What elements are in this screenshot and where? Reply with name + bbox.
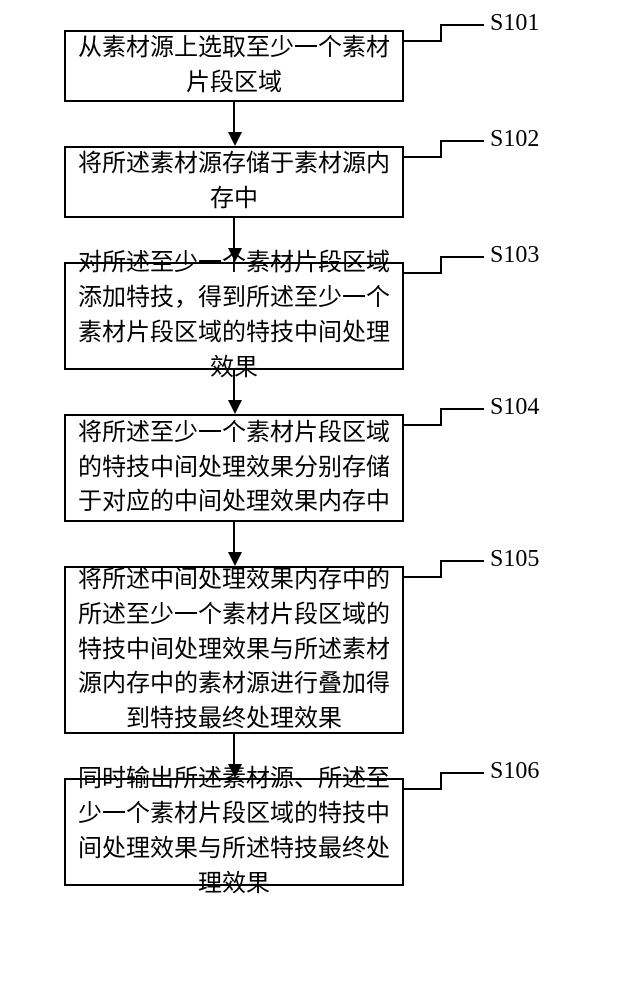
step-label-s105: S105 — [490, 546, 539, 573]
leader-line — [404, 424, 440, 426]
arrow-head-icon — [228, 132, 242, 146]
leader-line — [440, 408, 484, 410]
leader-line — [440, 24, 484, 26]
leader-line — [404, 40, 440, 42]
arrow-head-icon — [228, 248, 242, 262]
leader-line — [440, 256, 442, 274]
flow-node-text: 将所述中间处理效果内存中的所述至少一个素材片段区域的特技中间处理效果与所述素材源… — [76, 563, 392, 737]
arrow-shaft — [233, 734, 235, 764]
arrow-head-icon — [228, 764, 242, 778]
leader-line — [440, 140, 442, 158]
arrow-shaft — [233, 102, 235, 132]
arrow-shaft — [233, 522, 235, 552]
step-label-s103: S103 — [490, 242, 539, 269]
leader-line — [440, 408, 442, 426]
arrow-shaft — [233, 370, 235, 400]
step-label-s104: S104 — [490, 394, 539, 421]
leader-line — [440, 560, 442, 578]
flow-node-s102: 将所述素材源存储于素材源内存中 — [64, 146, 404, 218]
flow-node-s105: 将所述中间处理效果内存中的所述至少一个素材片段区域的特技中间处理效果与所述素材源… — [64, 566, 404, 734]
leader-line — [404, 272, 440, 274]
arrow-head-icon — [228, 400, 242, 414]
flow-node-s101: 从素材源上选取至少一个素材片段区域 — [64, 30, 404, 102]
leader-line — [440, 772, 484, 774]
flow-node-text: 同时输出所述素材源、所述至少一个素材片段区域的特技中间处理效果与所述特技最终处理… — [76, 762, 392, 901]
leader-line — [404, 156, 440, 158]
step-label-s102: S102 — [490, 126, 539, 153]
flowchart-canvas: 从素材源上选取至少一个素材片段区域 S101 将所述素材源存储于素材源内存中 S102… — [0, 0, 618, 1000]
leader-line — [440, 256, 484, 258]
leader-line — [404, 788, 440, 790]
leader-line — [404, 576, 440, 578]
arrow-head-icon — [228, 552, 242, 566]
leader-line — [440, 24, 442, 42]
flow-node-text: 对所述至少一个素材片段区域添加特技，得到所述至少一个素材片段区域的特技中间处理效… — [76, 246, 392, 385]
flow-node-text: 从素材源上选取至少一个素材片段区域 — [76, 31, 392, 101]
step-label-s101: S101 — [490, 10, 539, 37]
flow-node-s104: 将所述至少一个素材片段区域的特技中间处理效果分别存储于对应的中间处理效果内存中 — [64, 414, 404, 522]
flow-node-s106: 同时输出所述素材源、所述至少一个素材片段区域的特技中间处理效果与所述特技最终处理… — [64, 778, 404, 886]
arrow-shaft — [233, 218, 235, 248]
flow-node-s103: 对所述至少一个素材片段区域添加特技，得到所述至少一个素材片段区域的特技中间处理效… — [64, 262, 404, 370]
leader-line — [440, 140, 484, 142]
leader-line — [440, 772, 442, 790]
leader-line — [440, 560, 484, 562]
flow-node-text: 将所述素材源存储于素材源内存中 — [76, 147, 392, 217]
step-label-s106: S106 — [490, 758, 539, 785]
flow-node-text: 将所述至少一个素材片段区域的特技中间处理效果分别存储于对应的中间处理效果内存中 — [76, 416, 392, 520]
